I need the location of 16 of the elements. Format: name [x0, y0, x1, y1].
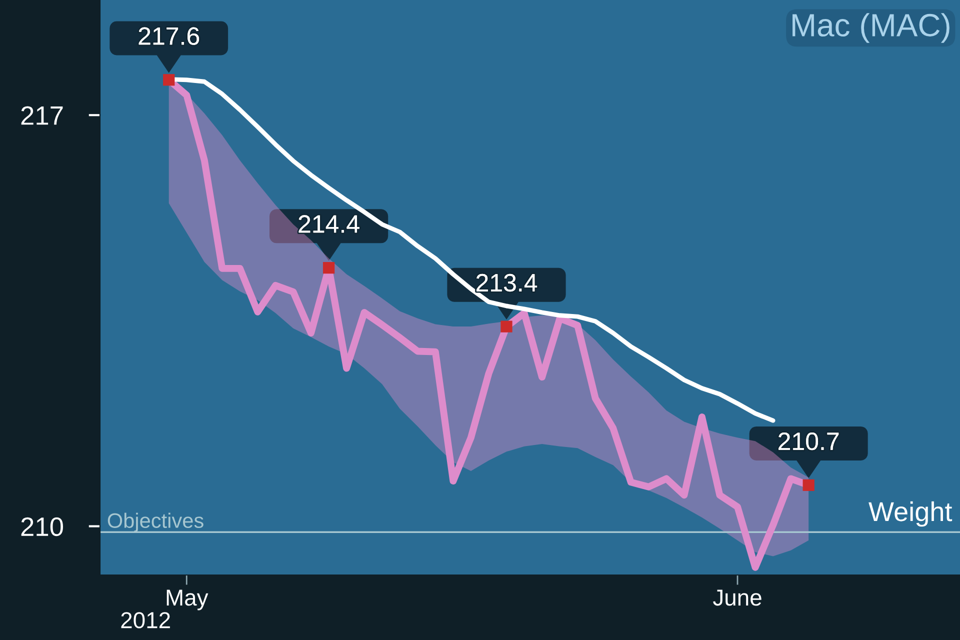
x-tick-label: May — [166, 590, 208, 610]
chart-title: Mac (MAC) — [792, 13, 950, 43]
data-label: 217.6 — [138, 27, 200, 45]
x-axis-title: 2012 — [121, 612, 170, 628]
y-tick-label: 217 — [21, 106, 63, 125]
ref-line-label: Objectives — [108, 512, 204, 532]
point — [802, 479, 814, 491]
point — [322, 262, 335, 274]
y-axis-title: Weight — [868, 501, 952, 527]
data-label: 210.7 — [778, 432, 839, 450]
point — [163, 74, 175, 86]
x-tick-label: June — [713, 590, 762, 606]
point — [500, 320, 512, 332]
data-label: 214.4 — [298, 215, 360, 233]
data-label: 213.4 — [476, 274, 538, 292]
y-tick-label: 210 — [21, 517, 63, 536]
